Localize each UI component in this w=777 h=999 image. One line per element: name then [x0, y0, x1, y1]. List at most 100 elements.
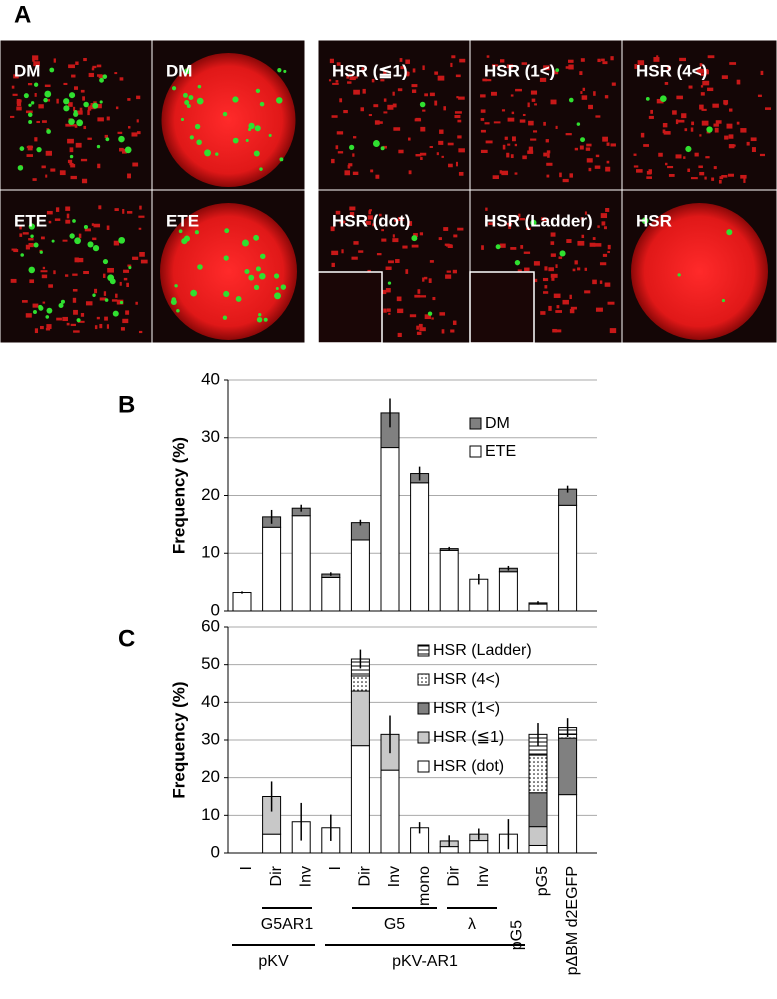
chromosome: [87, 137, 92, 140]
chromosome: [351, 256, 358, 260]
chromosome: [721, 175, 728, 178]
chromosome: [480, 149, 488, 154]
bar-segment: [232, 592, 252, 612]
chromosome: [550, 241, 555, 245]
signal: [28, 266, 36, 274]
chromosome: [25, 313, 32, 318]
chromosome: [565, 66, 570, 69]
chromosome: [439, 129, 444, 134]
chromosome: [127, 264, 132, 267]
signal: [178, 229, 183, 234]
chromosome: [28, 238, 34, 241]
chromosome: [28, 243, 34, 248]
chromosome: [637, 60, 645, 66]
signal: [128, 266, 132, 270]
signal: [245, 138, 249, 142]
signal: [174, 284, 178, 288]
signal: [248, 127, 252, 132]
chromosome: [539, 77, 547, 82]
chromosome: [711, 177, 715, 181]
chromosome: [701, 120, 709, 126]
chromosome: [662, 122, 668, 128]
chromosome: [480, 94, 486, 98]
chromosome: [728, 134, 734, 139]
chromosome: [34, 93, 37, 97]
group-label: pKV-AR1: [392, 953, 458, 970]
chromosome: [79, 107, 83, 113]
group-label: λ: [468, 916, 476, 933]
tile-label: HSR (1<): [484, 61, 555, 80]
signal: [283, 69, 287, 73]
chromosome: [580, 217, 584, 221]
chromosome: [358, 250, 364, 253]
chromosome: [335, 80, 339, 83]
legend-label: DM: [485, 415, 510, 432]
chromosome: [507, 222, 513, 226]
chromosome: [676, 95, 683, 100]
chromosome: [736, 121, 740, 125]
chromosome: [75, 142, 82, 148]
chromosome: [127, 173, 131, 179]
chromosome: [699, 63, 703, 67]
chromosome: [352, 153, 355, 157]
legend-swatch: [417, 760, 430, 773]
chromosome: [543, 291, 549, 294]
chromosome: [388, 260, 394, 264]
chromosome: [138, 330, 143, 334]
chromosome: [572, 268, 576, 272]
chromosome: [458, 96, 465, 100]
chromosome: [420, 126, 426, 132]
chromosome: [415, 153, 422, 157]
chromosome: [45, 327, 51, 331]
chromosome: [419, 232, 424, 236]
signal: [60, 299, 65, 304]
y-tick-label: 60: [201, 616, 220, 635]
chromosome: [361, 67, 364, 72]
chromosome: [450, 62, 453, 68]
chromosome: [493, 121, 501, 124]
legend-swatch: [469, 417, 482, 430]
inset: [469, 271, 535, 344]
legend-swatch: [417, 673, 430, 686]
chromosome: [409, 314, 417, 318]
chromosome: [385, 266, 392, 270]
chromosome: [743, 178, 746, 183]
chromosome: [429, 145, 433, 148]
chromosome: [328, 79, 332, 82]
chromosome: [714, 127, 719, 133]
chromosome: [574, 147, 579, 151]
signal: [232, 96, 239, 103]
chromosome: [65, 274, 69, 277]
chromosome: [556, 305, 560, 309]
chromosome: [520, 245, 524, 249]
bar-segment: [528, 792, 548, 828]
chromosome: [601, 221, 606, 226]
chromosome: [420, 157, 423, 160]
chromosome: [65, 123, 71, 127]
chromosome: [715, 120, 722, 124]
chromosome: [55, 207, 60, 212]
chromosome: [127, 98, 131, 101]
chromosome: [386, 308, 391, 312]
chromosome: [699, 104, 704, 110]
chromosome: [131, 132, 138, 137]
signal: [73, 111, 79, 117]
chromosome: [491, 64, 499, 67]
chromosome: [73, 106, 76, 112]
chromosome: [445, 274, 452, 279]
chromosome: [26, 154, 33, 157]
chromosome: [454, 111, 462, 114]
chromosome: [119, 281, 122, 286]
chromosome: [138, 227, 142, 230]
chromosome: [136, 131, 141, 135]
x-tick-label: pG5: [509, 920, 526, 950]
signal: [118, 236, 126, 244]
chromosome: [729, 108, 733, 112]
signal: [63, 105, 70, 112]
chromosome: [123, 277, 128, 281]
tile-label: HSR (4<): [636, 61, 707, 80]
chromosome: [136, 95, 141, 100]
chromosome: [508, 225, 512, 229]
chromosome: [765, 107, 772, 110]
signal: [559, 250, 566, 257]
